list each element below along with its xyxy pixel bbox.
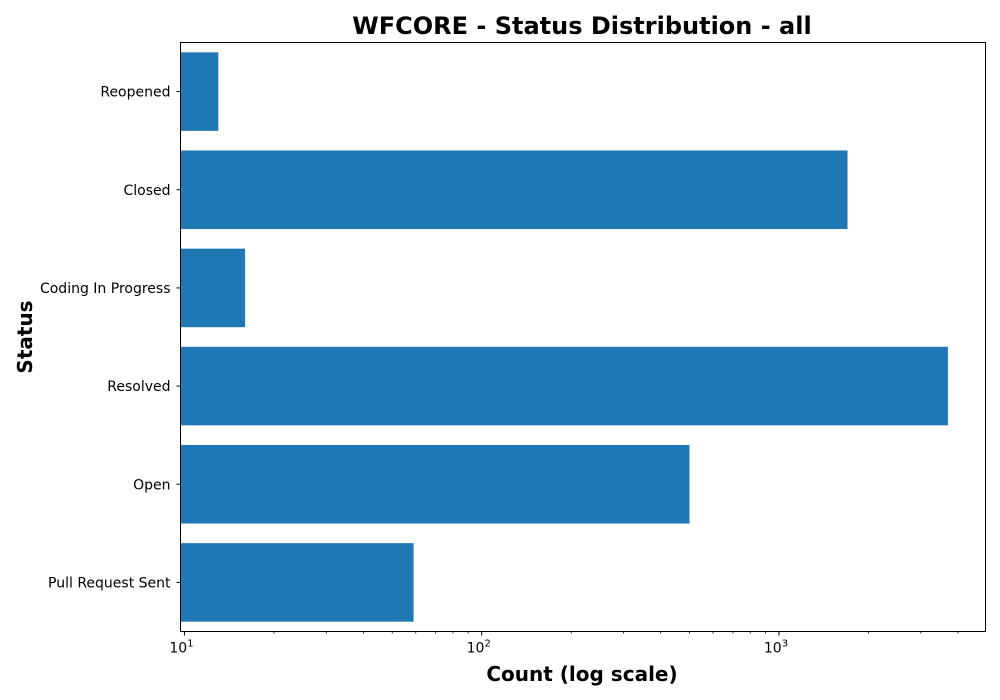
- chart-title: WFCORE - Status Distribution - all: [352, 12, 811, 40]
- y-tick-label-resolved: Resolved: [107, 379, 170, 395]
- y-tick-label-open: Open: [133, 477, 170, 493]
- x-tick-label: 102: [467, 639, 491, 657]
- y-tick-label-pull-request-sent: Pull Request Sent: [48, 575, 171, 591]
- x-axis-label: Count (log scale): [486, 662, 677, 686]
- bar-reopened: [180, 52, 219, 131]
- x-tick-label: 103: [764, 639, 788, 657]
- bar-pull-request-sent: [180, 543, 414, 622]
- plot-frame: [180, 42, 986, 632]
- y-ticks-group: Reopened Closed Coding In Progress Resolved…: [40, 85, 181, 591]
- bar-resolved: [180, 346, 948, 426]
- x-tick-label: 101: [169, 639, 193, 657]
- x-ticks-group: 101 102 103: [169, 631, 959, 657]
- y-tick-label-reopened: Reopened: [100, 85, 170, 101]
- bars-group: [180, 52, 948, 622]
- bar-closed: [180, 150, 848, 230]
- y-tick-label-coding-in-progress: Coding In Progress: [40, 281, 171, 297]
- bar-open: [180, 444, 690, 524]
- bar-coding-in-progress: [180, 248, 246, 328]
- y-axis-label: Status: [13, 300, 37, 373]
- y-tick-label-closed: Closed: [123, 183, 170, 199]
